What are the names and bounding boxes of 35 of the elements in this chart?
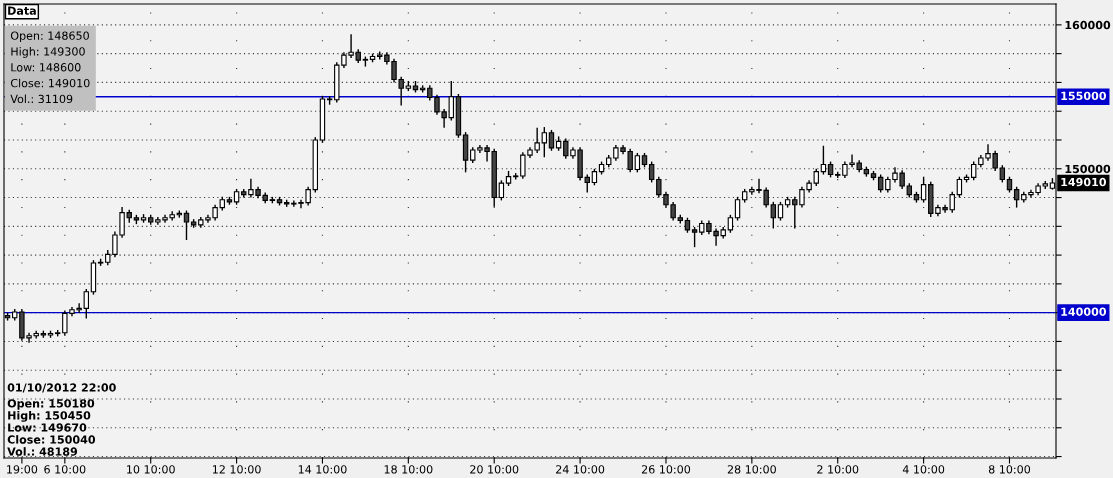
annotation: 01/10/2012 22:00 xyxy=(7,383,116,393)
x-tick-label: 2 10:00 xyxy=(817,465,859,474)
x-tick-label: 14 10:00 xyxy=(298,465,347,474)
x-tick-label: 4 10:00 xyxy=(902,465,945,474)
annotation: Open: 148650 High: 149300 Low: 148600 Close: 149010 Vol.: 31109 xyxy=(10,31,90,104)
candlestick xyxy=(541,127,548,158)
candlestick xyxy=(770,201,777,229)
candlestick xyxy=(83,288,90,319)
x-tick-label: 8 10:00 xyxy=(988,465,1031,474)
x-tick-label: 20 10:00 xyxy=(470,465,519,474)
x-tick-label: 10 10:00 xyxy=(127,465,175,474)
candlestick xyxy=(183,210,190,240)
ref-line-label: 155000 xyxy=(1061,91,1107,101)
candlestick xyxy=(820,145,827,175)
candlestick xyxy=(920,176,927,203)
candlestick xyxy=(548,129,555,151)
y-tick-label: 160000 xyxy=(1065,20,1111,30)
y-tick-label: 150000 xyxy=(1065,164,1111,174)
candlestick xyxy=(1013,186,1020,208)
candlestick xyxy=(956,176,963,198)
candlestick xyxy=(648,161,655,183)
x-tick-label: 18 10:00 xyxy=(384,465,433,474)
x-tick-label: 28 10:00 xyxy=(727,465,776,474)
x-tick-label: 19:00 xyxy=(7,465,38,474)
candlestick xyxy=(498,180,505,201)
text: 149010 xyxy=(1061,177,1107,187)
candlestick xyxy=(691,227,698,248)
x-tick-label: 12 10:00 xyxy=(212,465,261,474)
candlestick xyxy=(734,196,741,221)
ref-line-label: 140000 xyxy=(1061,307,1107,316)
x-tick-label: 6 10:00 xyxy=(44,465,86,474)
annotation: Open: 150180 High: 150450 Low: 149670 Close: 150040 Vol.: 48189 xyxy=(7,399,96,456)
x-tick-label: 26 10:00 xyxy=(641,465,691,474)
x-tick-label: 24 10:00 xyxy=(556,465,605,474)
annotation: Data xyxy=(8,6,36,15)
